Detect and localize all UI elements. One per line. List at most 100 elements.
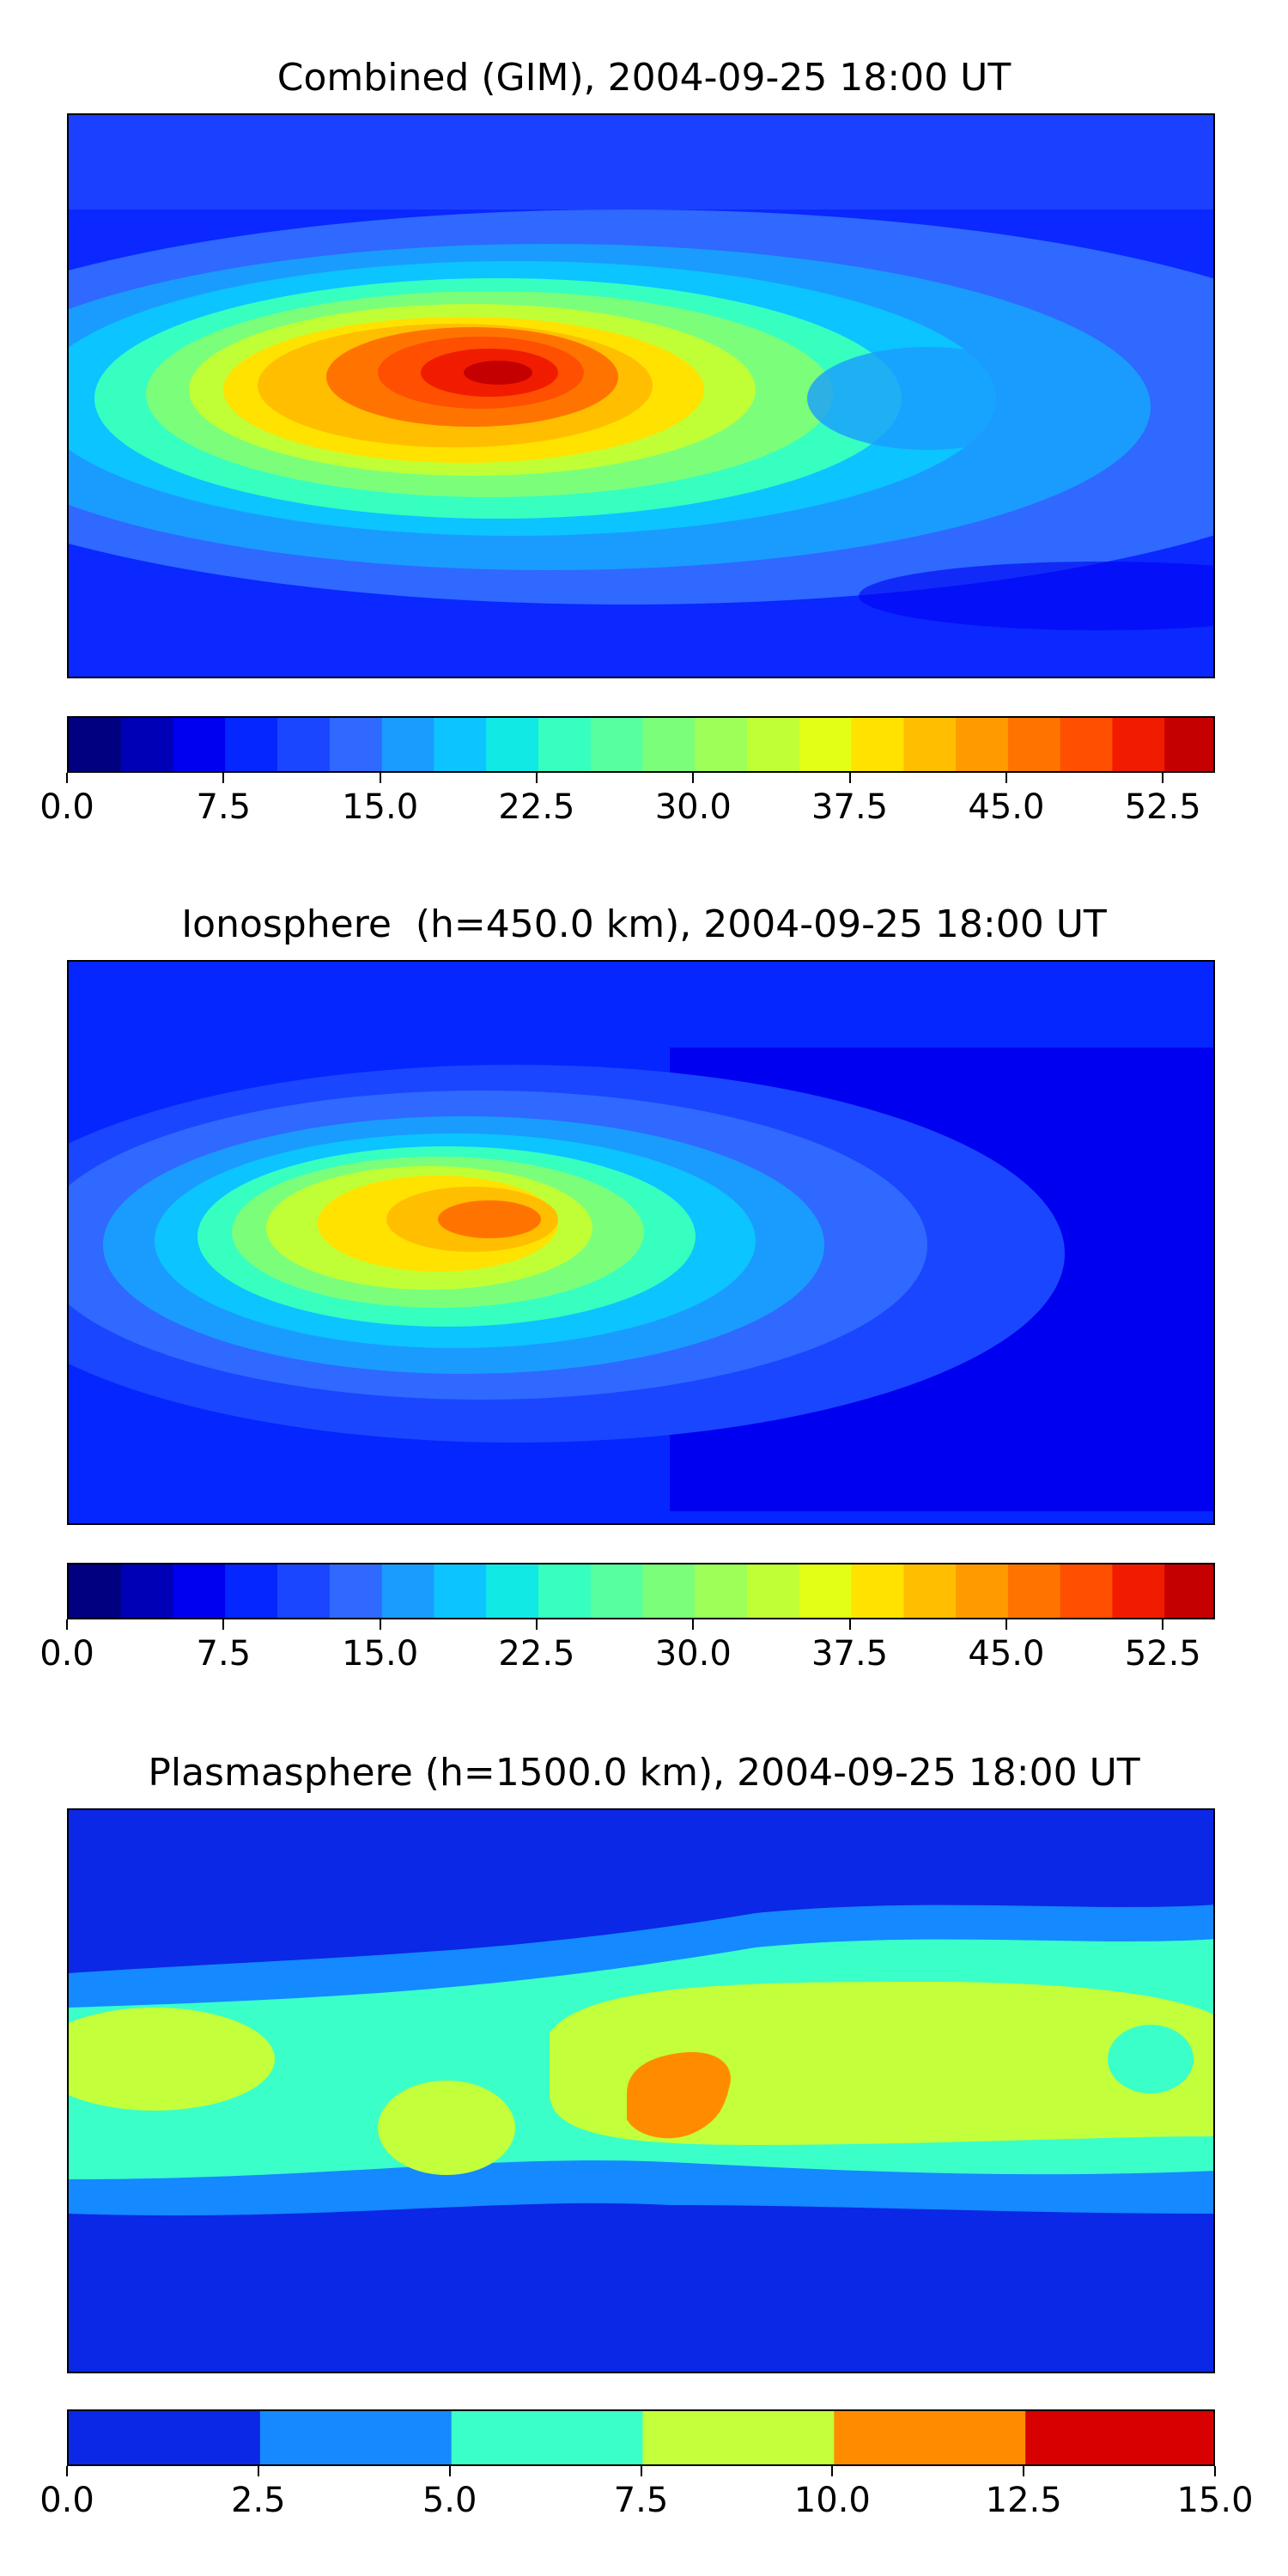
colorbar-tick-label: 5.0 xyxy=(422,2481,477,2520)
colorbar-1-swatch xyxy=(538,718,592,771)
map-3-plot-area xyxy=(67,1808,1215,2373)
colorbar-2-swatch xyxy=(329,1564,383,1618)
colorbar-1-swatch xyxy=(851,718,904,771)
colorbar-1-ticks: 0.0 7.5 15.0 22.5 30.0 37.5 45.0 52.5 xyxy=(39,773,1215,827)
colorbar-1-swatch xyxy=(277,718,331,771)
colorbar-2-swatch xyxy=(642,1564,696,1618)
colorbar-1-swatch xyxy=(381,718,434,771)
colorbar-tick-label: 7.5 xyxy=(613,2481,669,2520)
colorbar-tick-label: 45.0 xyxy=(968,787,1045,827)
colorbar-3-swatch xyxy=(69,2411,261,2464)
colorbar-3-swatch xyxy=(834,2411,1026,2464)
map-2-title: Ionosphere (h=450.0 km), 2004-09-25 18:0… xyxy=(181,902,1107,946)
colorbar-2-swatch xyxy=(538,1564,592,1618)
map-2-contours xyxy=(69,962,1213,1523)
colorbar-1-swatch xyxy=(173,718,226,771)
colorbar-tick-label: 12.5 xyxy=(985,2481,1062,2520)
colorbar-tick-mark xyxy=(1214,2466,1216,2476)
colorbar-tick-mark xyxy=(222,1619,225,1630)
colorbar-tick-label: 30.0 xyxy=(654,1634,732,1674)
colorbar-1-swatch xyxy=(69,718,122,771)
colorbar-1-swatch xyxy=(642,718,696,771)
map-1-plot-area xyxy=(67,113,1215,678)
colorbar-1-swatch xyxy=(956,718,1009,771)
colorbar-tick-label: 22.5 xyxy=(498,787,575,827)
colorbar-2-swatch xyxy=(799,1564,853,1618)
colorbar-tick-mark xyxy=(257,2466,259,2476)
colorbar-tick-label: 7.5 xyxy=(196,787,252,827)
colorbar-2-swatch xyxy=(747,1564,800,1618)
colorbar-tick-mark xyxy=(848,773,851,783)
colorbar-1-swatch xyxy=(120,718,174,771)
colorbar-tick-mark xyxy=(66,1619,68,1630)
colorbar-2-swatch xyxy=(590,1564,643,1618)
colorbar-3-swatch xyxy=(259,2411,453,2464)
map-2-plot-area xyxy=(67,960,1215,1525)
colorbar-tick-mark xyxy=(66,773,68,783)
colorbar-tick-mark xyxy=(692,1619,695,1630)
colorbar-1-swatch xyxy=(1164,718,1213,771)
colorbar-1-swatch xyxy=(1112,718,1165,771)
colorbar-2-swatch xyxy=(956,1564,1009,1618)
colorbar-1-swatch xyxy=(903,718,957,771)
colorbar-3-swatch xyxy=(1025,2411,1213,2464)
colorbar-tick-label: 52.5 xyxy=(1124,787,1201,827)
colorbar-tick-label: 15.0 xyxy=(342,1634,419,1674)
colorbar-tick-mark xyxy=(379,773,381,783)
colorbar-1-swatch xyxy=(695,718,748,771)
colorbar-2-swatch xyxy=(486,1564,539,1618)
map-1-contours xyxy=(69,115,1213,677)
colorbar-3-swatches xyxy=(69,2411,1213,2464)
colorbar-tick-label: 37.5 xyxy=(811,787,889,827)
colorbar-tick-mark xyxy=(448,2466,451,2476)
colorbar-1 xyxy=(67,716,1215,773)
colorbar-2-swatch xyxy=(1060,1564,1113,1618)
map-1-title: Combined (GIM), 2004-09-25 18:00 UT xyxy=(276,56,1012,100)
colorbar-1-swatch xyxy=(747,718,800,771)
colorbar-1-swatch xyxy=(799,718,853,771)
colorbar-2-swatch xyxy=(277,1564,331,1618)
colorbar-2-swatch xyxy=(173,1564,226,1618)
map-3-contours xyxy=(69,1810,1213,2372)
colorbar-tick-label: 15.0 xyxy=(1176,2481,1254,2520)
colorbar-tick-label: 0.0 xyxy=(39,1634,94,1674)
colorbar-2-swatches xyxy=(69,1564,1213,1618)
colorbar-tick-mark xyxy=(1162,773,1164,783)
colorbar-2-swatch xyxy=(120,1564,174,1618)
colorbar-2 xyxy=(67,1563,1215,1619)
map-3-title: Plasmasphere (h=1500.0 km), 2004-09-25 1… xyxy=(148,1751,1140,1795)
colorbar-2-swatch xyxy=(381,1564,434,1618)
colorbar-tick-label: 52.5 xyxy=(1124,1634,1201,1674)
colorbar-2-swatch xyxy=(903,1564,957,1618)
colorbar-1-swatch xyxy=(1007,718,1061,771)
colorbar-1-swatch xyxy=(486,718,539,771)
colorbar-2-swatch xyxy=(434,1564,487,1618)
colorbar-2-swatch xyxy=(1112,1564,1165,1618)
colorbar-tick-label: 30.0 xyxy=(654,787,732,827)
colorbar-2-swatch xyxy=(1007,1564,1061,1618)
colorbar-3-swatch xyxy=(451,2411,643,2464)
colorbar-tick-mark xyxy=(535,1619,538,1630)
colorbar-1-swatch xyxy=(434,718,487,771)
colorbar-2-swatch xyxy=(695,1564,748,1618)
colorbar-tick-mark xyxy=(1023,2466,1025,2476)
colorbar-tick-label: 0.0 xyxy=(39,2481,94,2520)
colorbar-tick-mark xyxy=(535,773,538,783)
colorbar-tick-mark xyxy=(1005,773,1007,783)
colorbar-1-swatch xyxy=(225,718,278,771)
colorbar-tick-label: 2.5 xyxy=(231,2481,286,2520)
colorbar-tick-label: 45.0 xyxy=(968,1634,1045,1674)
colorbar-tick-label: 15.0 xyxy=(342,787,419,827)
colorbar-1-swatches xyxy=(69,718,1213,771)
colorbar-1-swatch xyxy=(590,718,643,771)
colorbar-2-swatch xyxy=(225,1564,278,1618)
colorbar-2-swatch xyxy=(851,1564,904,1618)
colorbar-tick-mark xyxy=(222,773,225,783)
colorbar-tick-label: 22.5 xyxy=(498,1634,575,1674)
colorbar-3-swatch xyxy=(642,2411,835,2464)
colorbar-tick-mark xyxy=(831,2466,834,2476)
colorbar-2-swatch xyxy=(1164,1564,1213,1618)
colorbar-tick-mark xyxy=(640,2466,642,2476)
colorbar-tick-label: 10.0 xyxy=(793,2481,871,2520)
colorbar-tick-mark xyxy=(379,1619,381,1630)
